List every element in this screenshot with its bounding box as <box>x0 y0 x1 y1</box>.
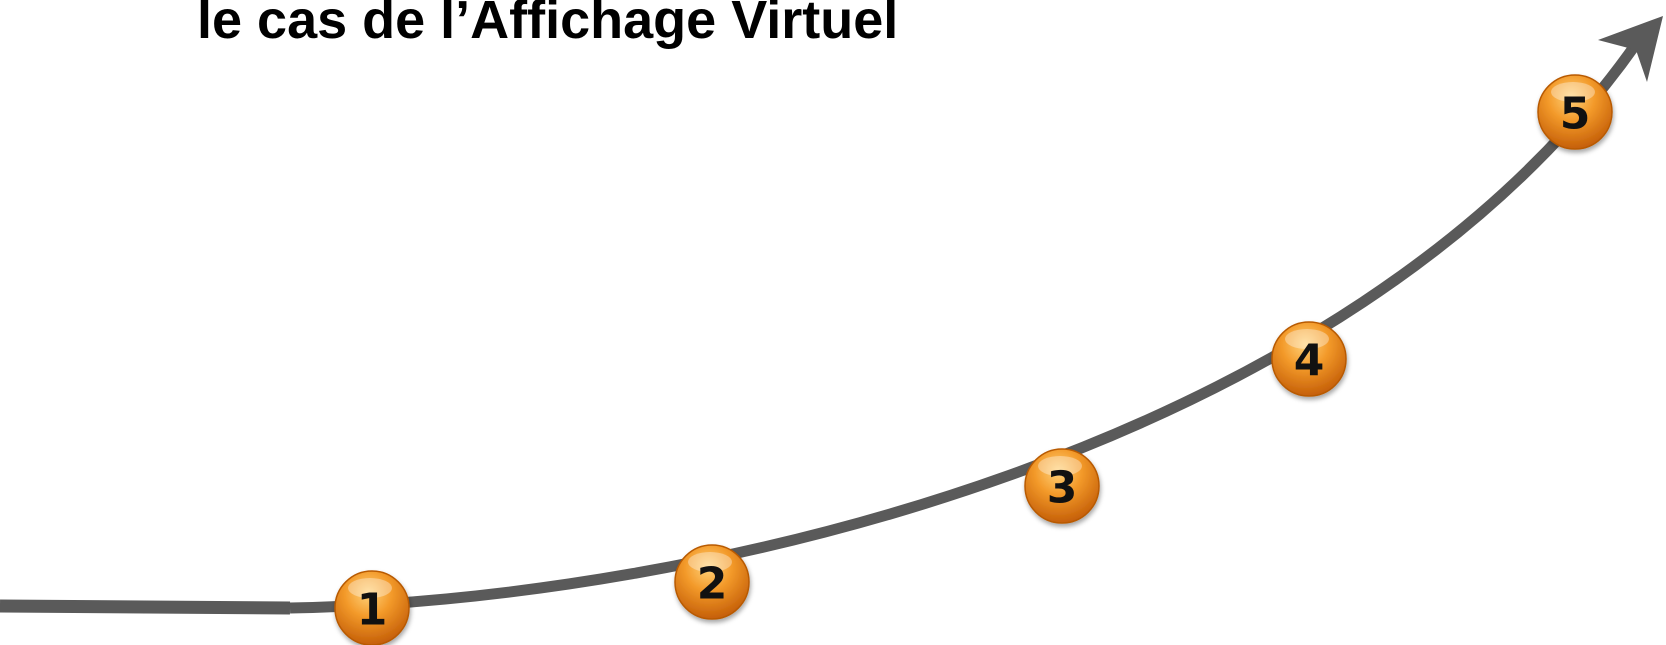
step: 1 <box>334 570 410 645</box>
step-highlight <box>1551 82 1595 102</box>
base-line <box>0 599 291 615</box>
arrow-head <box>1598 16 1663 82</box>
step-circle <box>1537 74 1613 150</box>
step-number: 1 <box>357 585 388 636</box>
step-highlight <box>348 578 392 598</box>
step-number: 3 <box>1047 463 1078 514</box>
step: 3 <box>1024 448 1100 524</box>
title: le cas de l’Affichage Virtuel <box>197 0 898 50</box>
step-circle <box>674 544 750 620</box>
step-highlight <box>688 552 732 572</box>
steps: 1 2 3 4 5 <box>334 74 1613 645</box>
step: 4 <box>1271 321 1347 397</box>
step: 2 <box>674 544 750 620</box>
growth-curve <box>289 40 1641 614</box>
step-number: 5 <box>1560 89 1591 140</box>
step-highlight <box>1038 456 1082 476</box>
step-circle <box>1024 448 1100 524</box>
step: 5 <box>1537 74 1613 150</box>
step-number: 4 <box>1294 336 1325 387</box>
step-number: 2 <box>697 559 728 610</box>
step-circle <box>1271 321 1347 397</box>
step-circle <box>334 570 410 645</box>
step-highlight <box>1285 329 1329 349</box>
